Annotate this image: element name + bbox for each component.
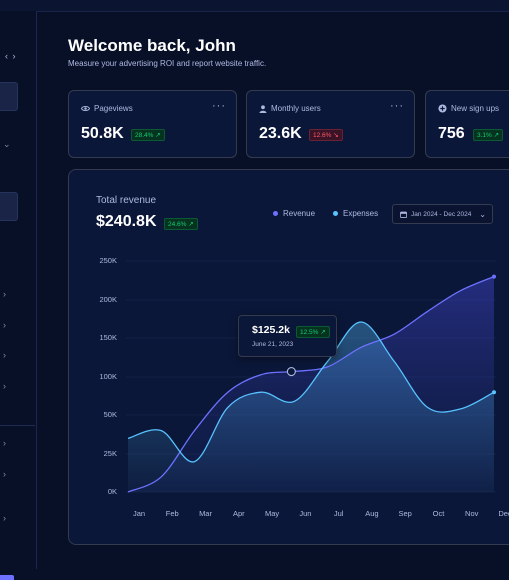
y-axis-tick-label: 250K <box>99 256 117 265</box>
y-axis-tick-label: 50K <box>103 410 117 419</box>
y-axis-tick-label: 25K <box>103 449 117 458</box>
chevron-right-icon[interactable]: › <box>3 381 6 391</box>
chevron-right-icon[interactable]: › <box>3 469 6 479</box>
stat-label: Monthly users <box>271 104 321 113</box>
x-axis-tick-label: Mar <box>199 509 212 518</box>
plus-circle-icon <box>438 104 447 113</box>
revenue-trend-badge: 24.6% ↗ <box>164 218 198 230</box>
stat-label: New sign ups <box>451 104 500 113</box>
x-axis-tick-label: Dec <box>498 509 509 518</box>
chevron-right-icon[interactable]: › <box>3 320 6 330</box>
chevron-right-icon[interactable]: › <box>3 350 6 360</box>
top-bar <box>0 0 509 12</box>
more-options-icon[interactable]: ··· <box>390 100 404 112</box>
date-range-picker[interactable]: Jan 2024 - Dec 2024 ⌄ <box>392 204 493 224</box>
sidebar-footer-indicator <box>0 575 14 580</box>
trend-badge: 3.1% ↗ <box>473 129 504 141</box>
chevron-down-icon: ⌄ <box>479 209 486 219</box>
x-axis-tick-label: Nov <box>465 509 479 518</box>
stat-card-pageviews: Pageviews ··· 50.8K 28.4% ↗ <box>68 90 237 158</box>
calendar-icon <box>400 211 407 218</box>
revenue-label: Total revenue <box>96 195 157 206</box>
chart-tooltip: $125.2k 12.5% ↗ June 21, 2023 <box>238 315 337 357</box>
stat-value: 50.8K <box>81 125 124 142</box>
page-title: Welcome back, John <box>68 36 236 55</box>
page-subtitle: Measure your advertising ROI and report … <box>68 59 267 68</box>
x-axis-tick-label: Jun <box>299 509 312 518</box>
tooltip-trend-badge: 12.5% ↗ <box>296 326 330 338</box>
legend-label: Revenue <box>283 209 316 218</box>
legend-revenue[interactable]: Revenue <box>273 209 315 218</box>
legend-dot <box>273 211 278 216</box>
stat-label: Pageviews <box>94 104 133 113</box>
legend-expenses[interactable]: Expenses <box>333 209 378 218</box>
legend-label: Expenses <box>343 209 379 218</box>
y-axis-tick-label: 150K <box>99 333 117 342</box>
x-axis-tick-label: Feb <box>165 509 179 518</box>
x-axis-tick-label: Apr <box>232 509 245 518</box>
chevron-right-icon[interactable]: › <box>3 513 6 523</box>
revenue-value: $240.8K <box>96 213 157 230</box>
chevron-right-icon[interactable]: › <box>3 438 6 448</box>
collapse-sidebar-icon[interactable]: ‹ › <box>5 51 17 61</box>
x-axis-tick-label: Jan <box>132 509 146 518</box>
x-axis-tick-label: Jul <box>333 509 344 518</box>
y-axis-tick-label: 0K <box>107 487 117 496</box>
sidebar-divider <box>0 425 35 426</box>
trend-badge: 28.4% ↗ <box>131 129 165 141</box>
x-axis-tick-label: Sep <box>398 509 412 518</box>
trend-badge: 12.6% ↘ <box>309 129 343 141</box>
eye-icon <box>81 106 90 111</box>
x-axis-tick-label: Oct <box>432 509 445 518</box>
sidebar-nav-item[interactable] <box>0 82 18 111</box>
stat-card-new-sign-ups: New sign ups 756 3.1% ↗ <box>425 90 509 158</box>
more-options-icon[interactable]: ··· <box>212 100 226 112</box>
tooltip-value: $125.2k <box>252 324 290 336</box>
x-axis-tick-label: May <box>264 509 280 518</box>
tooltip-date: June 21, 2023 <box>252 341 294 348</box>
sidebar: ‹ › ⌄ › › › › › › › <box>0 11 37 580</box>
stat-value: 756 <box>438 125 465 142</box>
stat-value: 23.6K <box>259 125 302 142</box>
y-axis-tick-label: 100K <box>99 372 117 381</box>
legend-dot <box>333 211 338 216</box>
stat-card-monthly-users: Monthly users ··· 23.6K 12.6% ↘ <box>246 90 415 158</box>
user-icon <box>259 104 267 113</box>
chevron-down-icon[interactable]: ⌄ <box>3 139 11 149</box>
date-range-label: Jan 2024 - Dec 2024 <box>411 210 472 218</box>
x-axis-tick-label: Aug <box>365 509 379 518</box>
chevron-right-icon[interactable]: › <box>3 289 6 299</box>
y-axis-tick-label: 200K <box>99 295 117 304</box>
sidebar-nav-item-active[interactable] <box>0 192 18 221</box>
